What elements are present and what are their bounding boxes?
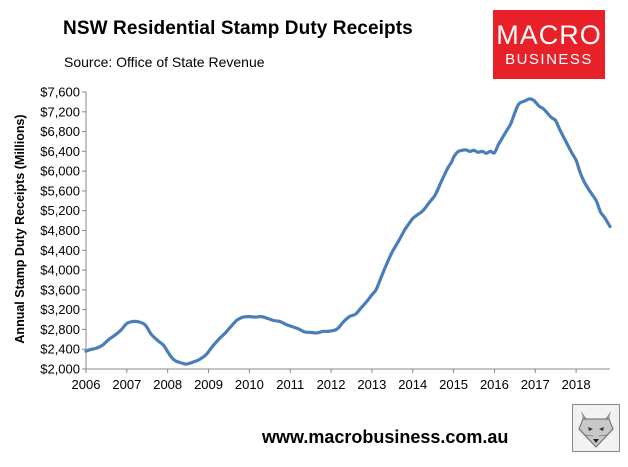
x-tick-label: 2015: [439, 377, 468, 392]
chart-title: NSW Residential Stamp Duty Receipts: [63, 18, 413, 39]
x-tick-label: 2014: [398, 377, 427, 392]
logo-text-business: BUSINESS: [505, 50, 593, 68]
y-tick-label: $7,600: [40, 85, 80, 100]
x-tick-label: 2018: [562, 377, 591, 392]
x-tick-label: 2017: [521, 377, 550, 392]
x-tick-label: 2016: [480, 377, 509, 392]
y-tick-label: $5,200: [40, 203, 80, 218]
y-tick-label: $4,800: [40, 223, 80, 238]
y-tick-label: $4,400: [40, 243, 80, 258]
x-tick-label: 2007: [112, 377, 141, 392]
logo-text-macro: MACRO: [496, 19, 602, 50]
y-tick-label: $5,600: [40, 183, 80, 198]
x-axis-ticks: 2006 2007 2008 2009 2010 2011 2012 2013 2014 2015…: [72, 369, 591, 392]
chart-axes: [85, 92, 610, 370]
y-tick-label: $2,800: [40, 322, 80, 337]
x-tick-label: 2013: [357, 377, 386, 392]
chart-subtitle-source: Source: Office of State Revenue: [64, 54, 265, 70]
x-tick-label: 2011: [276, 377, 304, 392]
x-tick-label: 2009: [194, 377, 223, 392]
y-tick-label: $3,600: [40, 282, 80, 297]
x-tick-label: 2006: [72, 377, 101, 392]
x-tick-label: 2012: [317, 377, 346, 392]
x-tick-label: 2010: [235, 377, 264, 392]
y-tick-label: $6,800: [40, 124, 80, 139]
chart-series: [84, 97, 612, 366]
x-tick-label: 2008: [153, 377, 182, 392]
y-tick-label: $3,200: [40, 302, 80, 317]
website-url[interactable]: www.macrobusiness.com.au: [262, 427, 509, 447]
y-axis-ticks: $2,000 $2,400 $2,800 $3,200 $3,600 $4,000 $4,4…: [40, 85, 86, 377]
y-tick-label: $6,000: [40, 164, 80, 179]
y-tick-label: $4,000: [40, 263, 80, 278]
macro-business-logo[interactable]: MACRO BUSINESS: [493, 10, 605, 79]
series-line-stamp-duty: [84, 97, 612, 366]
y-tick-label: $6,400: [40, 144, 80, 159]
y-tick-label: $2,000: [40, 362, 80, 377]
y-tick-label: $7,200: [40, 104, 80, 119]
y-tick-label: $2,400: [40, 342, 80, 357]
fox-mascot-icon: [572, 404, 620, 452]
